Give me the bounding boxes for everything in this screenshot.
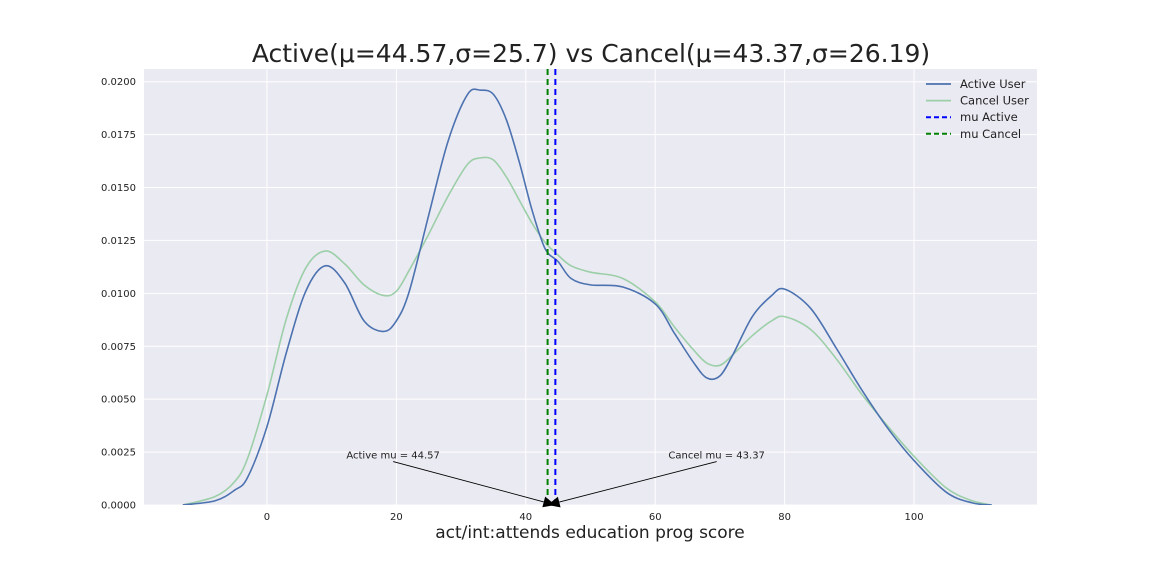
x-tick-label: 100: [905, 512, 924, 523]
series-group: [182, 88, 992, 505]
plot-area: [144, 69, 1037, 505]
grid: [144, 69, 1037, 506]
x-tick-labels: 0 20 40 60 80 100: [264, 512, 924, 523]
legend-label-active-user: Active User: [960, 77, 1026, 91]
annotation-arrow-line: [393, 461, 544, 503]
x-tick-label: 80: [778, 512, 791, 523]
y-tick-label: 0.0100: [101, 289, 136, 300]
mean-lines: [546, 69, 557, 505]
chart-title: Active(μ=44.57,σ=25.7) vs Cancel(μ=43.37…: [252, 39, 930, 68]
y-tick-label: 0.0000: [101, 501, 136, 512]
x-tick-label: 60: [649, 512, 662, 523]
annotation-label: Cancel mu = 43.37: [668, 451, 765, 462]
annotation-arrow-line: [559, 461, 717, 503]
annotation-arrow-head: [547, 496, 561, 508]
legend: Active User Cancel User mu Active mu Cancel: [926, 77, 1029, 141]
x-axis-label: act/int:attends education prog score: [435, 523, 745, 543]
y-tick-label: 0.0200: [101, 77, 136, 88]
y-tick-label: 0.0125: [101, 236, 136, 247]
x-tick-label: 20: [390, 512, 403, 523]
annotation-label: Active mu = 44.57: [346, 451, 440, 462]
series-line-active-user: [182, 88, 992, 505]
legend-label-mu-cancel: mu Cancel: [960, 127, 1021, 141]
x-tick-label: 40: [519, 512, 532, 523]
legend-label-cancel-user: Cancel User: [960, 94, 1029, 108]
y-tick-labels: 0.0000 0.0025 0.0050 0.0075 0.0100 0.0125 0.01…: [101, 77, 136, 511]
legend-label-mu-active: mu Active: [960, 110, 1018, 124]
y-tick-label: 0.0075: [101, 342, 136, 353]
annotations: Active mu = 44.57 Cancel mu = 43.37: [346, 451, 765, 508]
y-tick-label: 0.0150: [101, 183, 136, 194]
y-tick-label: 0.0050: [101, 395, 136, 406]
y-tick-label: 0.0025: [101, 448, 136, 459]
series-line-cancel-user: [182, 156, 992, 505]
y-tick-label: 0.0175: [101, 130, 136, 141]
x-tick-label: 0: [264, 512, 270, 523]
